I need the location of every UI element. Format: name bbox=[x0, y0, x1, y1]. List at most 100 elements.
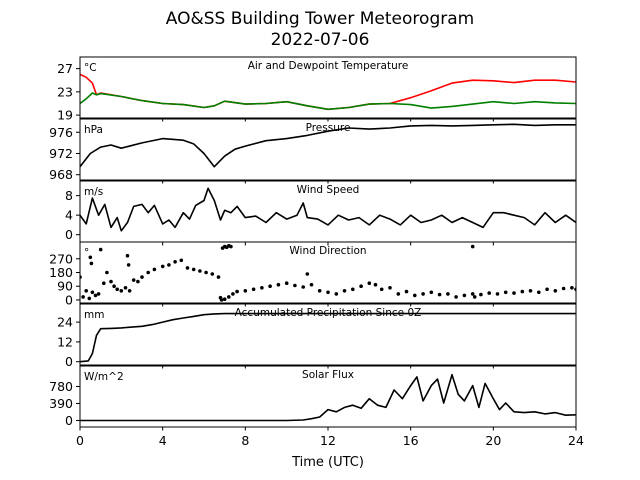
shared-x-axis: 0 4 8 12 16 20 24 bbox=[76, 433, 584, 448]
data-point bbox=[160, 264, 165, 269]
data-point bbox=[140, 275, 144, 279]
y-tick-label: 390 bbox=[49, 396, 73, 411]
data-point bbox=[84, 289, 88, 293]
data-point bbox=[229, 244, 233, 249]
data-point bbox=[561, 286, 566, 291]
panel-2: 968 972 976 hPa Pressure bbox=[49, 118, 577, 184]
y-tick-label: 780 bbox=[49, 379, 73, 394]
data-point bbox=[191, 267, 196, 272]
series-line-2 bbox=[80, 92, 576, 111]
y-tick-label: 19 bbox=[57, 108, 73, 123]
data-point bbox=[105, 270, 109, 275]
data-point bbox=[136, 279, 140, 284]
data-point bbox=[123, 286, 128, 290]
data-point bbox=[146, 270, 150, 275]
data-point bbox=[373, 282, 378, 287]
panel-unit-label: °C bbox=[84, 62, 97, 74]
x-axis-label: Time (UTC) bbox=[291, 455, 364, 470]
data-point bbox=[210, 272, 215, 276]
y-tick-label: 0 bbox=[65, 354, 73, 369]
data-point bbox=[404, 289, 409, 294]
data-point bbox=[301, 285, 306, 289]
panel-plot-area bbox=[80, 373, 576, 422]
data-point bbox=[293, 283, 297, 288]
data-point bbox=[437, 292, 442, 297]
data-point bbox=[89, 261, 94, 266]
panel-plot-area bbox=[80, 73, 576, 111]
data-point bbox=[167, 263, 171, 267]
panel-title: Solar Flux bbox=[302, 369, 354, 381]
data-point bbox=[260, 286, 264, 290]
panel-title: Air and Dewpoint Temperature bbox=[248, 60, 409, 72]
data-point bbox=[127, 289, 132, 293]
data-point bbox=[125, 253, 130, 258]
data-point bbox=[334, 292, 339, 296]
y-tick-label: 0 bbox=[65, 413, 73, 428]
data-point bbox=[243, 289, 248, 293]
data-point bbox=[479, 292, 483, 297]
data-point bbox=[102, 281, 106, 286]
data-point bbox=[152, 267, 157, 272]
x-tick-label: 24 bbox=[568, 433, 584, 448]
y-tick-label: 968 bbox=[49, 167, 73, 182]
data-point bbox=[553, 289, 558, 293]
y-tick-label: 270 bbox=[49, 251, 73, 266]
panel-plot-area bbox=[80, 187, 576, 232]
panel-unit-label: W/m^2 bbox=[84, 371, 124, 383]
data-point bbox=[359, 284, 363, 289]
panel-unit-label: hPa bbox=[84, 124, 103, 136]
data-point bbox=[367, 281, 372, 286]
series-line-1 bbox=[80, 123, 576, 168]
data-point bbox=[98, 247, 103, 252]
data-point bbox=[198, 269, 202, 273]
panel-unit-label: ° bbox=[84, 247, 89, 259]
data-point bbox=[472, 295, 477, 299]
data-point bbox=[179, 258, 184, 263]
series-line-1 bbox=[80, 187, 576, 232]
data-point bbox=[81, 295, 85, 299]
figure-title-line2: 2022-07-06 bbox=[271, 30, 370, 50]
panel-unit-label: m/s bbox=[84, 186, 103, 198]
data-point bbox=[421, 292, 425, 296]
data-point bbox=[470, 292, 475, 296]
data-point bbox=[235, 289, 239, 294]
data-point bbox=[131, 278, 136, 282]
x-tick-label: 0 bbox=[76, 433, 84, 448]
panel-title: Pressure bbox=[306, 122, 351, 134]
panel-5: 0 12 24 mm Accumulated Precipitation Since 0… bbox=[57, 303, 577, 369]
y-tick-label: 0 bbox=[65, 292, 73, 307]
data-point bbox=[545, 287, 549, 292]
y-tick-label: 24 bbox=[57, 315, 73, 330]
data-point bbox=[222, 297, 227, 302]
data-point bbox=[537, 290, 541, 295]
panel-title: Wind Speed bbox=[297, 184, 360, 196]
data-point bbox=[112, 284, 116, 289]
data-point bbox=[87, 296, 92, 301]
data-point bbox=[227, 295, 231, 299]
data-point bbox=[216, 275, 221, 279]
data-point bbox=[93, 293, 98, 298]
data-point bbox=[512, 291, 516, 295]
panel-1: 19 23 27 °C Air and Dewpoint Temperature bbox=[57, 56, 577, 123]
panel-plot-area bbox=[80, 312, 576, 363]
y-tick-label: 8 bbox=[65, 188, 73, 203]
data-point bbox=[126, 263, 131, 267]
data-point bbox=[185, 266, 190, 270]
data-point bbox=[305, 272, 310, 276]
panel-plot-area bbox=[80, 244, 576, 302]
series-line-1 bbox=[80, 312, 576, 363]
panel-unit-label: mm bbox=[84, 309, 104, 321]
data-point bbox=[109, 279, 113, 284]
panel-title: Wind Direction bbox=[289, 245, 366, 257]
y-tick-label: 972 bbox=[49, 146, 73, 161]
panel-3: 0 4 8 m/s Wind Speed bbox=[65, 180, 577, 246]
data-point bbox=[119, 289, 124, 293]
panel-6: 0 390 780 W/m^2 Solar Flux bbox=[49, 365, 577, 431]
data-point bbox=[470, 244, 475, 249]
data-point bbox=[520, 289, 525, 294]
data-point bbox=[173, 260, 177, 264]
data-point bbox=[495, 292, 500, 296]
